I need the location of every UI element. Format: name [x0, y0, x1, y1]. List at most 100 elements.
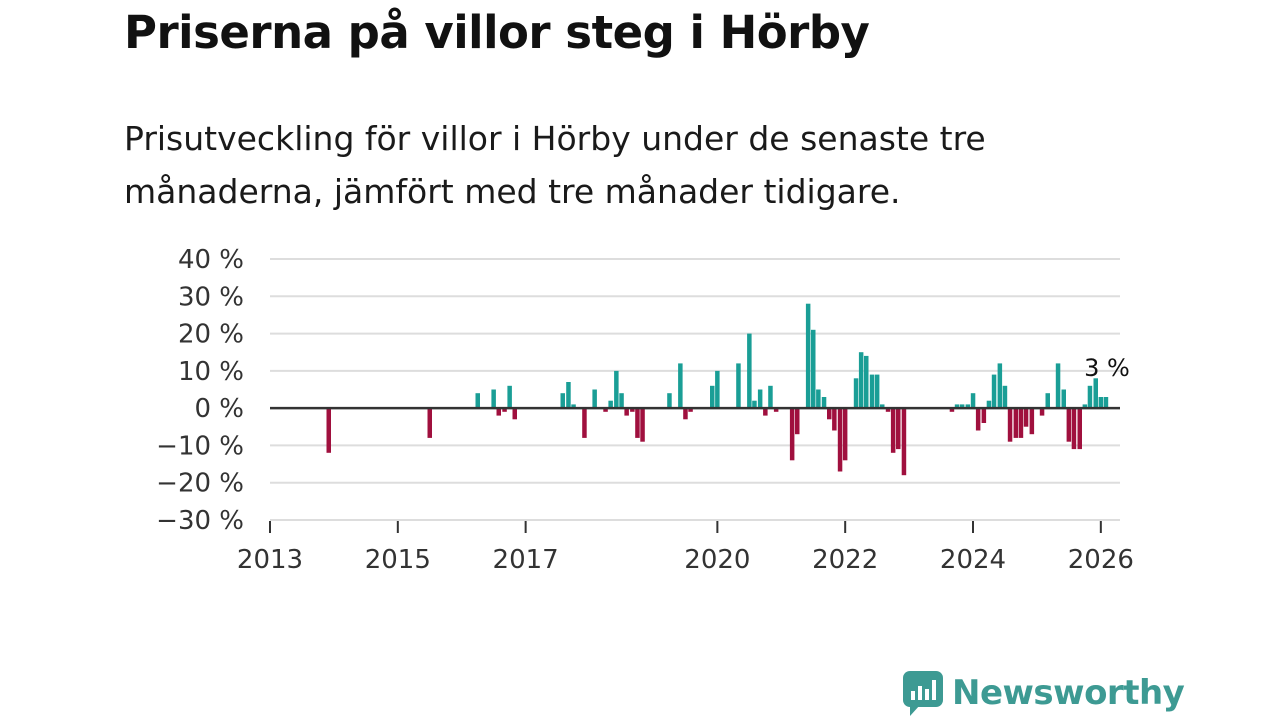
brand-name: Newsworthy: [952, 673, 1185, 713]
bar: [715, 370, 720, 409]
bar: [560, 393, 565, 409]
bar: [608, 400, 613, 409]
bar: [635, 408, 640, 438]
bar: [885, 408, 891, 412]
bar: [512, 408, 517, 420]
bar: [491, 389, 496, 409]
bar: [619, 393, 624, 409]
bar: [747, 333, 752, 409]
bar: [853, 378, 859, 409]
bar: [789, 408, 795, 461]
bar: [710, 385, 715, 409]
bar: [986, 400, 992, 409]
bar: [1007, 408, 1013, 442]
bar: [1087, 385, 1093, 409]
x-tick-label: 2024: [940, 545, 1006, 575]
last-value-annotation: 3 %: [1084, 354, 1130, 382]
bar: [502, 408, 507, 412]
bar: [1023, 408, 1029, 427]
x-tick-label: 2026: [1068, 545, 1134, 575]
bar: [475, 393, 480, 409]
bar: [1013, 408, 1019, 438]
bar: [954, 404, 960, 409]
bar: [874, 374, 880, 409]
bar: [603, 408, 608, 412]
bar: [736, 363, 741, 409]
y-tick-label: 0 %: [194, 394, 244, 424]
bar: [858, 352, 864, 409]
bar: [1082, 404, 1088, 409]
bar: [1103, 397, 1109, 409]
bar: [832, 408, 837, 431]
bar: [763, 408, 768, 416]
bar: [1077, 408, 1082, 450]
bar: [507, 385, 512, 409]
bar: [678, 363, 683, 409]
y-tick-label: 40 %: [178, 245, 244, 275]
newsworthy-logo: Newsworthy: [902, 668, 1185, 718]
bar: [1018, 408, 1024, 438]
bar: [949, 408, 955, 412]
bar: [821, 397, 827, 409]
axis-layer: 40 % 30 % 20 % 10 % 0 % −10 % −20 % −30 % 2013 20…: [156, 245, 1134, 575]
bar: [864, 355, 869, 409]
bar: [566, 382, 571, 409]
bar: [795, 408, 800, 435]
chart-subtitle: Prisutveckling för villor i Hörby under …: [124, 119, 986, 211]
bar: [896, 408, 901, 450]
y-tick-label: −10 %: [156, 431, 244, 461]
grid-layer: [270, 258, 1120, 521]
y-tick-label: 30 %: [178, 282, 244, 312]
y-tick-label: −30 %: [156, 506, 244, 536]
x-tick-label: 2015: [365, 545, 431, 575]
bar: [816, 389, 821, 409]
bar: [624, 408, 629, 416]
bar: [997, 363, 1003, 409]
bar: [1098, 397, 1104, 409]
bar: [773, 408, 779, 412]
bar: [811, 329, 816, 409]
bar: [837, 408, 843, 472]
bar: [582, 408, 587, 438]
bar-layer: [326, 303, 1109, 476]
bar: [496, 408, 501, 416]
x-tick-label: 2013: [237, 545, 303, 575]
bar: [901, 408, 907, 476]
bar: [640, 408, 645, 442]
bar: [1061, 389, 1066, 409]
bar: [1029, 408, 1035, 435]
y-tick-label: 20 %: [178, 320, 244, 350]
newsworthy-icon: [903, 671, 943, 716]
bar: [752, 400, 757, 409]
bar: [965, 404, 971, 409]
bar: [768, 385, 773, 409]
bar: [427, 408, 432, 438]
bar: [805, 303, 811, 409]
bar: [614, 370, 619, 409]
bar: [890, 408, 896, 453]
x-tick-label: 2020: [684, 545, 750, 575]
bar: [975, 408, 981, 431]
bar: [326, 408, 331, 453]
bar: [970, 393, 976, 409]
bar: [991, 374, 997, 409]
bar: [842, 408, 848, 461]
bar: [667, 393, 672, 409]
bar: [1093, 378, 1098, 409]
bar: [869, 374, 875, 409]
bar: [827, 408, 832, 420]
bar: [630, 408, 635, 412]
bar: [571, 404, 576, 409]
x-tick-label: 2022: [812, 545, 878, 575]
bar: [959, 404, 965, 409]
y-tick-label: −20 %: [156, 469, 244, 499]
bar: [1039, 408, 1045, 416]
bar: [1071, 408, 1077, 450]
bar: [1045, 393, 1050, 409]
bar: [880, 404, 885, 409]
bar: [1002, 385, 1008, 409]
bar: [1066, 408, 1072, 442]
bar: [688, 408, 693, 412]
bar: [683, 408, 688, 420]
